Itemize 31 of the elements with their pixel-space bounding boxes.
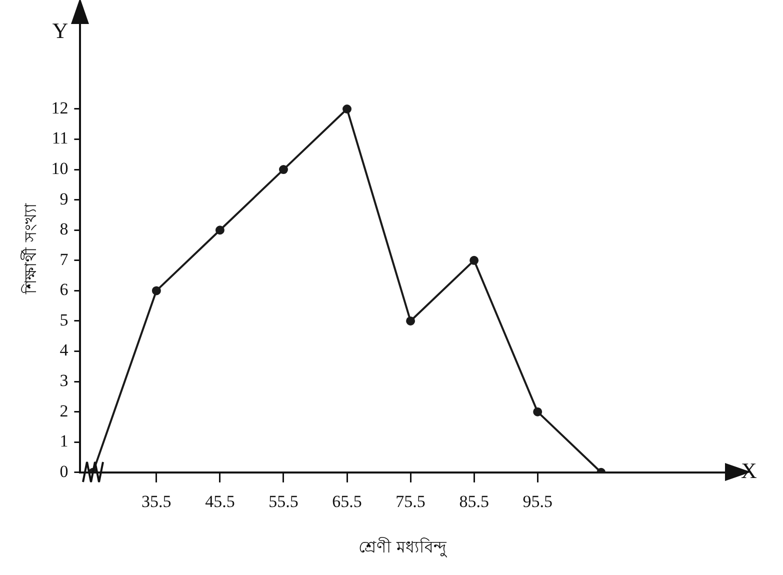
- y-tick-label: 9: [60, 189, 68, 208]
- y-tick-label: 2: [60, 401, 68, 420]
- point: [152, 286, 161, 296]
- y-axis-title: শিক্ষার্থী সংখ্যা: [20, 202, 40, 295]
- y-tick-label: 0: [60, 462, 68, 481]
- y-tick-label: 11: [52, 128, 68, 148]
- text: Y: [52, 18, 68, 43]
- point: [215, 226, 224, 235]
- point: [533, 407, 542, 416]
- y-tick-label: 7: [60, 250, 69, 269]
- y-tick-label: 6: [60, 280, 68, 300]
- x-tick-label: 95.5: [522, 492, 552, 512]
- y-tick-label: 5: [60, 310, 68, 330]
- point: [406, 316, 416, 326]
- point: [470, 256, 479, 265]
- x-tick-label: 35.5: [142, 492, 172, 512]
- y-tick-label: 1: [60, 432, 68, 451]
- x-axis-title: শ্রেণী মধ্যবিন্দু: [358, 538, 448, 558]
- y-tick-label: 4: [60, 340, 69, 360]
- text: X: [741, 458, 757, 484]
- y-tick-label: 3: [60, 371, 68, 390]
- point: [342, 104, 352, 114]
- point: [278, 165, 288, 174]
- x-tick-label: 85.5: [459, 492, 489, 512]
- y-tick-label: 8: [60, 220, 68, 239]
- x-tick-label: 45.5: [205, 492, 235, 512]
- x-tick-label: 65.5: [332, 492, 362, 512]
- x-tick-label: 75.5: [396, 492, 426, 512]
- y-tick-label: 10: [51, 159, 68, 178]
- y-tick-label: 12: [51, 98, 68, 118]
- x-tick-label: 55.5: [268, 492, 298, 512]
